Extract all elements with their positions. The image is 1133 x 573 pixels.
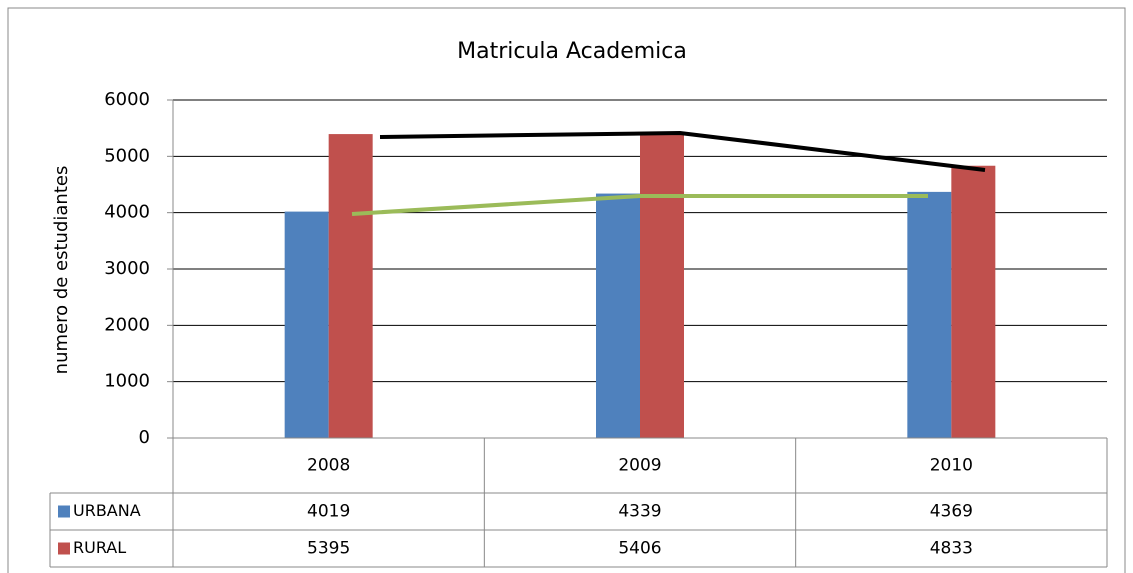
table-value: 4369 (930, 502, 973, 522)
legend-swatch (58, 542, 70, 555)
y-tick-label: 3000 (104, 258, 150, 279)
table-value: 5406 (618, 539, 661, 559)
legend-swatch (58, 505, 70, 518)
y-tick-label: 5000 (104, 145, 150, 166)
table-value: 4833 (930, 539, 973, 559)
table-value: 4339 (618, 502, 661, 522)
x-tick-label: 2008 (307, 456, 350, 476)
annotation-line (351, 194, 928, 216)
annotation-line (379, 130, 986, 172)
table-value: 4019 (307, 502, 350, 522)
y-tick-label: 4000 (104, 202, 150, 223)
y-tick-label: 2000 (104, 314, 150, 335)
chart-title: Matricula Academica (457, 39, 687, 64)
bar (640, 133, 684, 438)
legend-label: RURAL (73, 538, 126, 557)
x-tick-label: 2009 (618, 456, 661, 476)
bar (951, 165, 996, 438)
bar (284, 211, 329, 438)
bar (596, 193, 640, 438)
bar (328, 134, 373, 438)
y-tick-label: 1000 (104, 371, 150, 392)
y-tick-label: 0 (139, 427, 150, 448)
table-value: 5395 (307, 539, 350, 559)
legend-label: URBANA (73, 501, 141, 520)
bar (907, 191, 952, 438)
y-tick-label: 6000 (104, 89, 150, 110)
y-axis-label: numero de estudiantes (51, 166, 72, 375)
x-tick-label: 2010 (930, 456, 973, 476)
